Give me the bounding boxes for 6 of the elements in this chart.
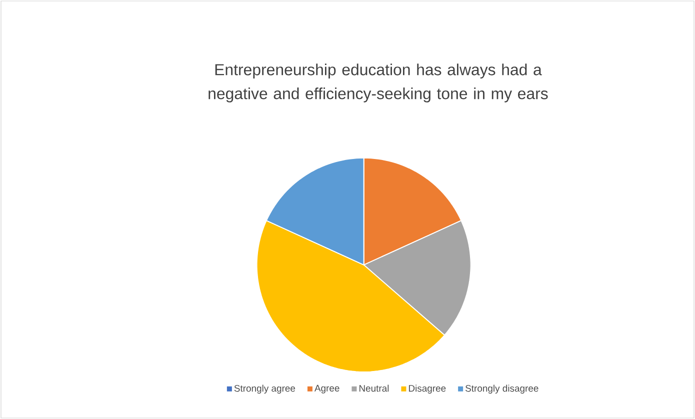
chart-title: Entrepreneurship education has always had a negative and efficiency-seeking tone in my ears — [208, 64, 548, 102]
legend-label: Disagree — [408, 384, 446, 394]
legend-label: Strongly agree — [234, 384, 296, 394]
legend-label: Strongly disagree — [465, 384, 538, 394]
legend-label: Agree — [314, 384, 340, 394]
legend-label: Neutral — [359, 384, 389, 392]
